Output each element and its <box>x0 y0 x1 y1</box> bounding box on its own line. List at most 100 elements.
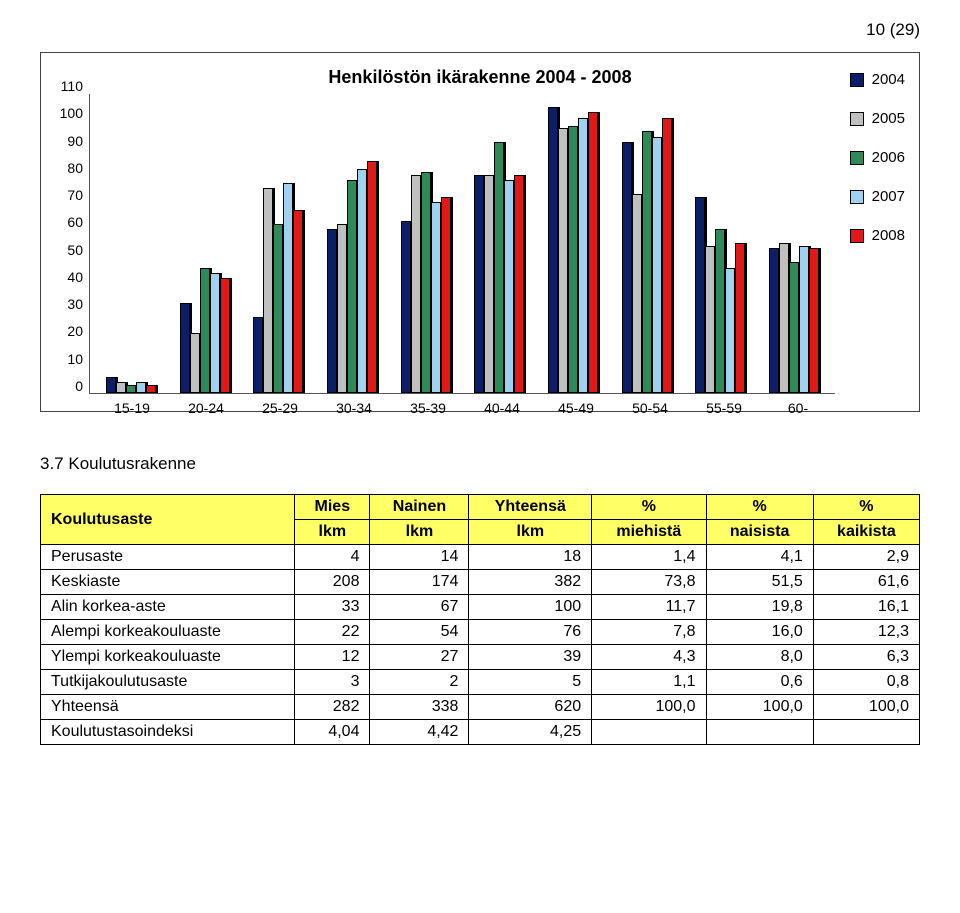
bar <box>401 221 411 393</box>
table-cell: 19,8 <box>706 595 813 620</box>
education-table: KoulutusasteMiesNainenYhteensä%%%lkmlkml… <box>40 494 920 745</box>
bar <box>504 180 514 393</box>
table-cell: 14 <box>370 545 469 570</box>
table-cell: 100 <box>469 595 592 620</box>
table-cell: 39 <box>469 645 592 670</box>
table-row: Ylempi korkeakouluaste1227394,38,06,3 <box>41 645 920 670</box>
table-cell-label: Yhteensä <box>41 695 295 720</box>
table-cell: 0,6 <box>706 670 813 695</box>
legend-label: 2008 <box>872 227 905 244</box>
table-cell: 100,0 <box>706 695 813 720</box>
bar <box>347 180 357 393</box>
bar <box>367 161 377 393</box>
bar <box>431 202 441 393</box>
table-subheader: naisista <box>706 520 813 545</box>
table-cell: 4,25 <box>469 720 592 745</box>
y-axis: 0102030405060708090100110 <box>55 94 89 394</box>
bar <box>705 246 715 393</box>
table-cell <box>592 720 706 745</box>
section-heading: 3.7 Koulutusrakenne <box>40 454 920 474</box>
bar <box>725 268 735 393</box>
table-cell <box>813 720 919 745</box>
bar <box>136 382 146 393</box>
bar <box>514 175 524 393</box>
table-header: Nainen <box>370 495 469 520</box>
bar-group <box>769 243 819 393</box>
chart-title: Henkilöstön ikärakenne 2004 - 2008 <box>55 67 905 88</box>
table-cell: 18 <box>469 545 592 570</box>
bar <box>474 175 484 393</box>
bar-group <box>695 197 745 393</box>
bar <box>558 128 568 393</box>
bar <box>441 197 451 393</box>
bar <box>200 268 210 393</box>
table-cell: 61,6 <box>813 570 919 595</box>
table-subheader: lkm <box>469 520 592 545</box>
table-row: Alin korkea-aste336710011,719,816,1 <box>41 595 920 620</box>
table-cell-label: Tutkijakoulutusaste <box>41 670 295 695</box>
legend-swatch <box>850 151 864 165</box>
x-label: 30-34 <box>323 400 385 416</box>
legend-label: 2007 <box>872 188 905 205</box>
legend-swatch <box>850 73 864 87</box>
table-cell: 282 <box>295 695 370 720</box>
table-cell: 208 <box>295 570 370 595</box>
table-row: Koulutustasoindeksi4,044,424,25 <box>41 720 920 745</box>
table-cell: 12 <box>295 645 370 670</box>
plot-area <box>89 94 835 394</box>
legend-item: 2004 <box>850 71 905 88</box>
bar <box>126 385 136 393</box>
bar <box>578 118 588 393</box>
x-label: 15-19 <box>101 400 163 416</box>
legend-swatch <box>850 190 864 204</box>
bar <box>273 224 283 393</box>
table-cell-label: Keskiaste <box>41 570 295 595</box>
bar <box>210 273 220 393</box>
bar <box>662 118 672 393</box>
page-number: 10 (29) <box>40 20 920 40</box>
table-cell: 2 <box>370 670 469 695</box>
table-cell: 174 <box>370 570 469 595</box>
table-cell: 4,3 <box>592 645 706 670</box>
table-header: Yhteensä <box>469 495 592 520</box>
table-cell: 76 <box>469 620 592 645</box>
table-row: Keskiaste20817438273,851,561,6 <box>41 570 920 595</box>
table-cell: 5 <box>469 670 592 695</box>
table-row: Tutkijakoulutusaste3251,10,60,8 <box>41 670 920 695</box>
table-cell: 54 <box>370 620 469 645</box>
bar <box>735 243 745 393</box>
bar <box>327 229 337 393</box>
table-header: % <box>813 495 919 520</box>
table-cell: 1,4 <box>592 545 706 570</box>
x-label: 60- <box>767 400 829 416</box>
x-label: 25-29 <box>249 400 311 416</box>
table-cell <box>706 720 813 745</box>
bar-group <box>180 268 230 393</box>
table-row: Yhteensä282338620100,0100,0100,0 <box>41 695 920 720</box>
bar <box>421 172 431 393</box>
table-cell: 16,1 <box>813 595 919 620</box>
bar <box>652 137 662 393</box>
bar <box>789 262 799 393</box>
bar-group <box>474 142 524 393</box>
bar <box>116 382 126 393</box>
bar <box>632 194 642 393</box>
x-label: 45-49 <box>545 400 607 416</box>
legend-item: 2006 <box>850 149 905 166</box>
legend: 20042005200620072008 <box>850 71 905 244</box>
chart-frame: Henkilöstön ikärakenne 2004 - 2008 01020… <box>40 52 920 412</box>
table-cell: 51,5 <box>706 570 813 595</box>
bar <box>695 197 705 393</box>
bar <box>337 224 347 393</box>
bar-group <box>622 118 672 393</box>
legend-item: 2007 <box>850 188 905 205</box>
bar <box>263 188 273 393</box>
table-subheader: lkm <box>370 520 469 545</box>
table-cell: 73,8 <box>592 570 706 595</box>
bar <box>568 126 578 393</box>
table-cell: 100,0 <box>813 695 919 720</box>
legend-item: 2008 <box>850 227 905 244</box>
bar <box>799 246 809 393</box>
table-cell-label: Koulutustasoindeksi <box>41 720 295 745</box>
bar <box>220 278 230 393</box>
